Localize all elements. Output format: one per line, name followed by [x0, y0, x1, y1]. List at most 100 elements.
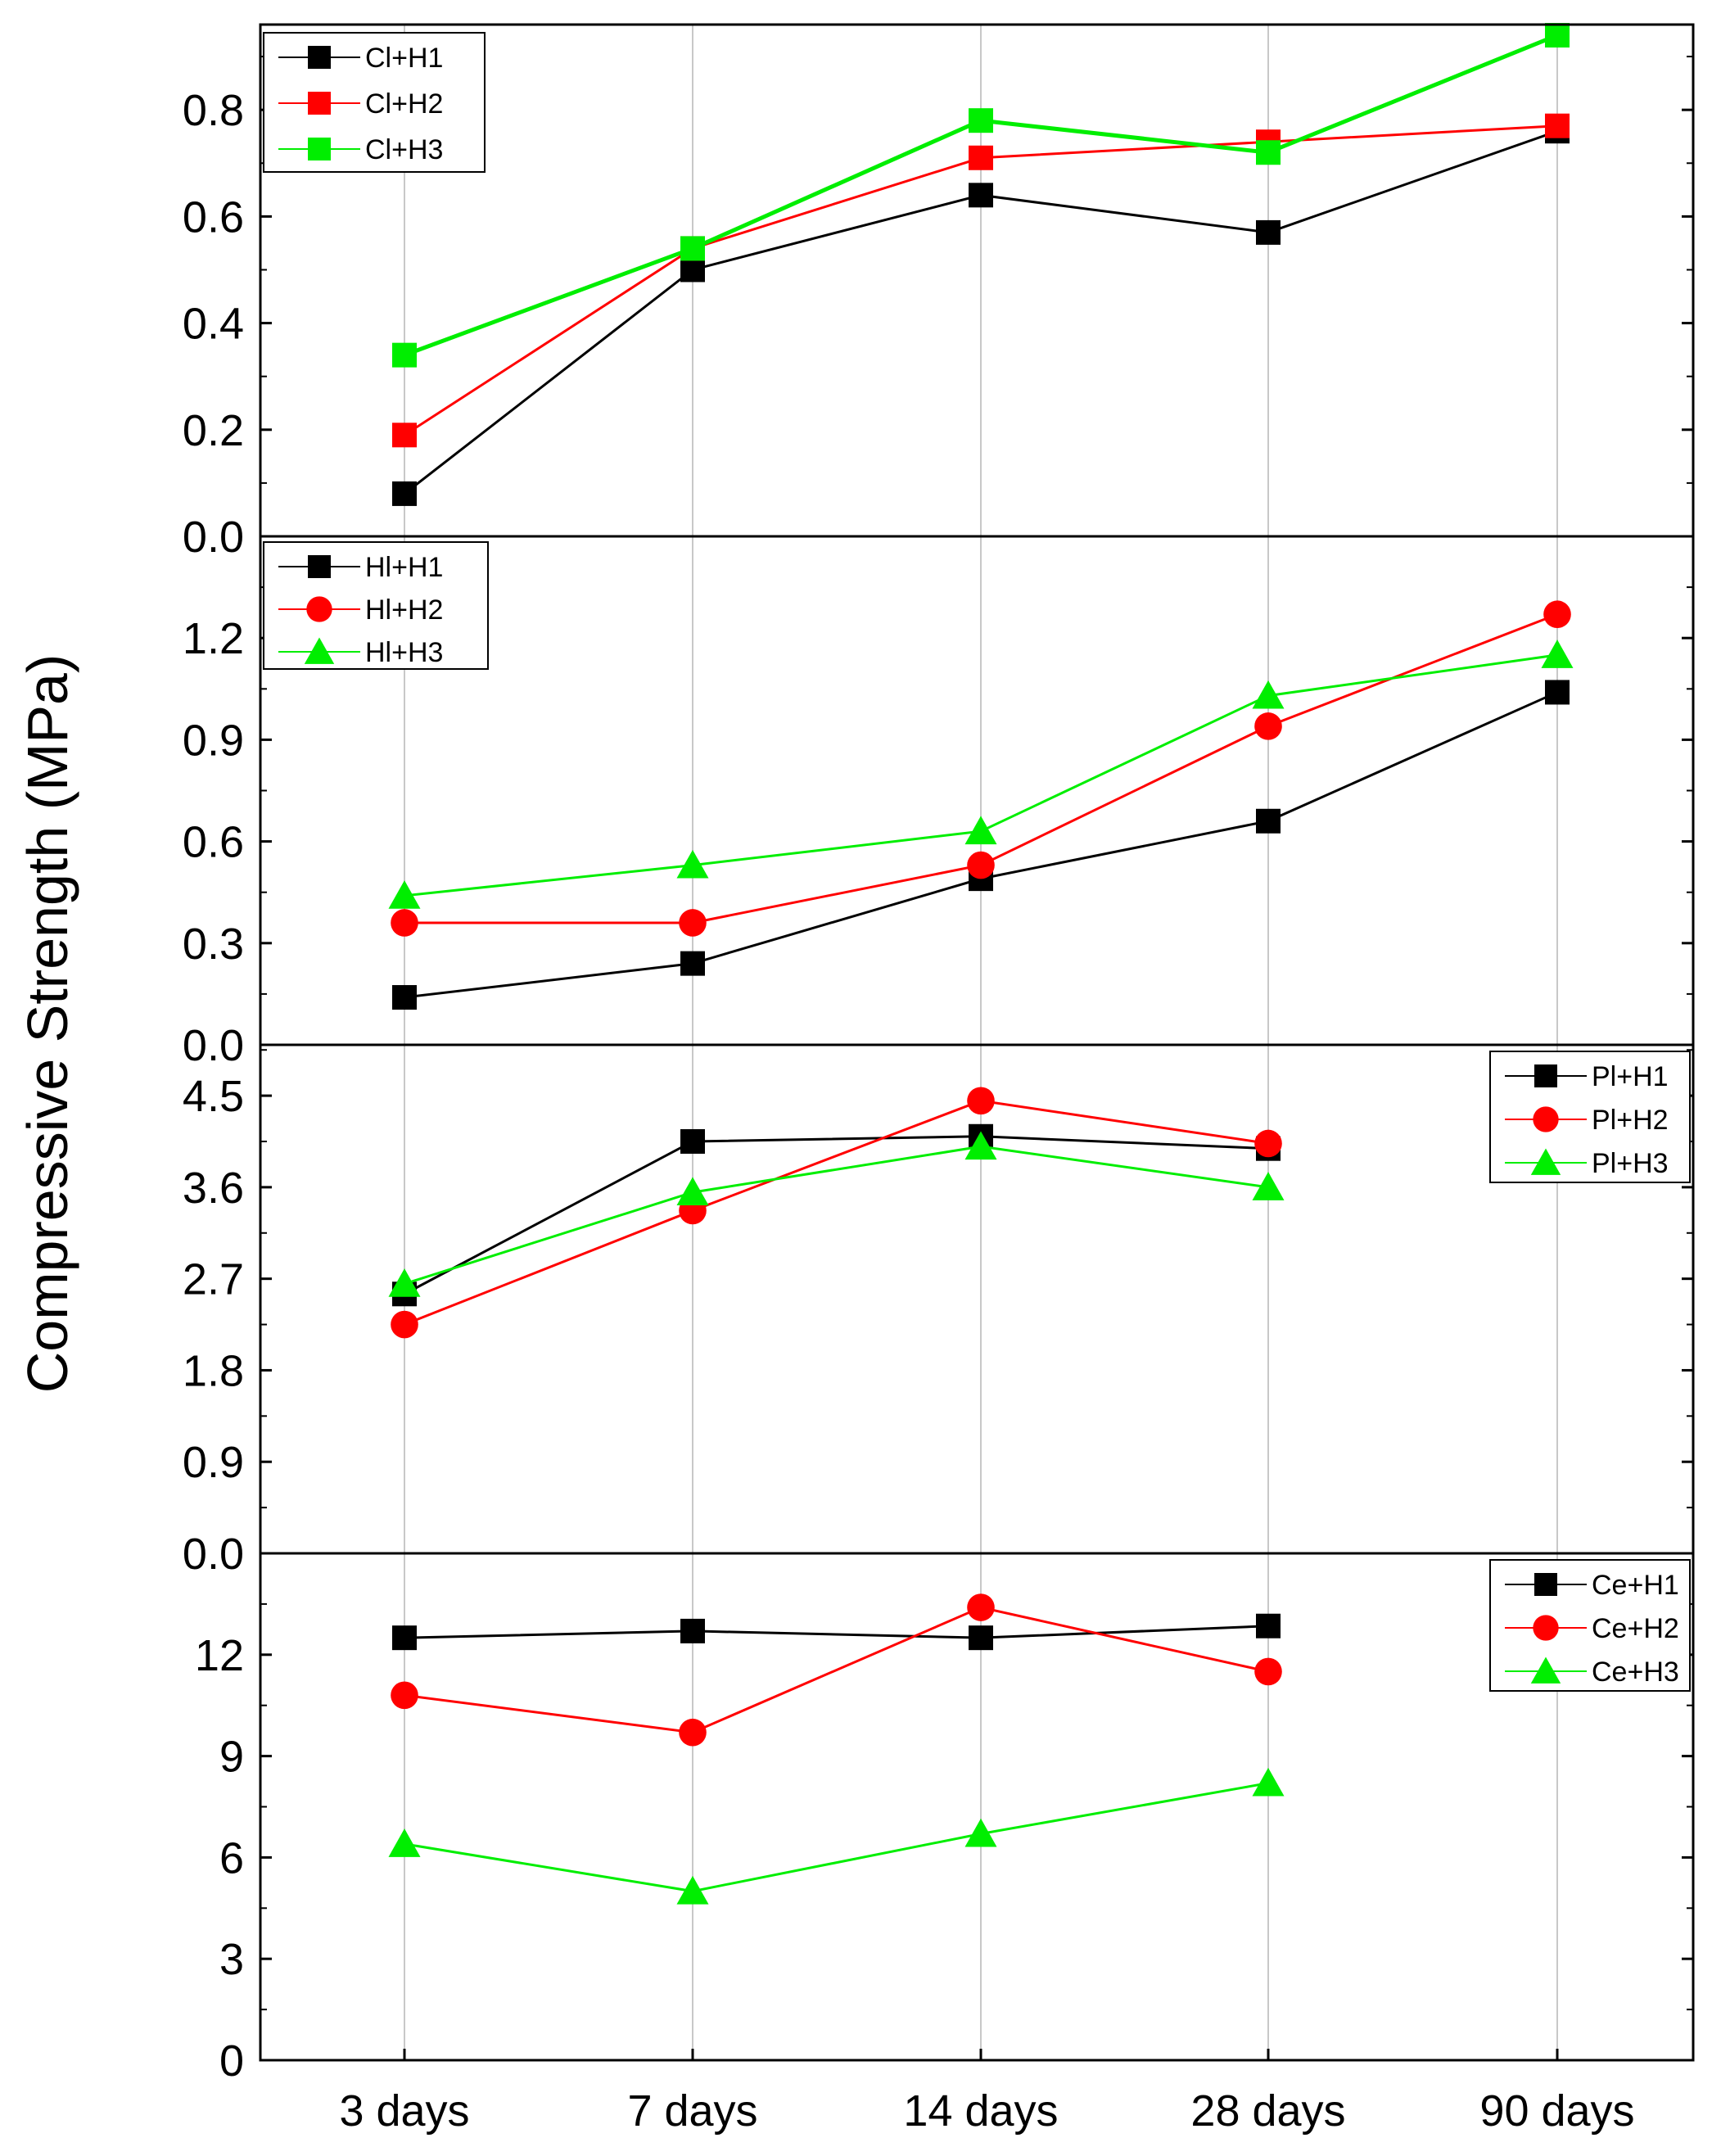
legend: Cl+H1 Cl+H2 Cl+H3	[263, 32, 486, 173]
legend-marker	[308, 138, 331, 160]
y-tick-label: 6	[219, 1833, 244, 1883]
legend-label: Pl+H1	[1592, 1061, 1669, 1092]
data-point	[969, 145, 993, 170]
data-point	[676, 849, 709, 879]
legend-label: Hl+H1	[365, 552, 443, 583]
legend-marker	[1534, 1064, 1557, 1087]
data-point	[679, 909, 707, 937]
x-tick-label: 14 days	[903, 2086, 1058, 2136]
data-point	[964, 1818, 997, 1847]
legend: Hl+H1 Hl+H2 Hl+H3	[263, 541, 489, 670]
data-point	[391, 1310, 418, 1339]
data-point	[680, 257, 705, 282]
series-Ce+H1	[392, 1613, 1281, 1651]
legend: Ce+H1 Ce+H2 Ce+H3	[1489, 1559, 1691, 1692]
data-point	[679, 1718, 707, 1747]
chart-panels: 0.0 0.2 0.4 0.6 0.8 Cl+H1 Cl+H2 Cl+H3 0.00.30.60…	[183, 23, 1695, 2086]
y-tick-label: 0.9	[183, 1438, 244, 1487]
legend-marker	[308, 92, 331, 115]
panel-frame	[259, 1552, 1695, 2062]
legend-label: Pl+H2	[1592, 1105, 1669, 1136]
series-Ce+H2	[391, 1593, 1282, 1747]
legend-box	[263, 541, 489, 670]
y-axis-title: Compressive Strength (MPa)	[16, 654, 79, 1394]
y-tick-label: 0.2	[183, 406, 244, 455]
data-point	[1256, 1613, 1281, 1638]
legend-label: Cl+H2	[365, 88, 443, 120]
legend-marker	[306, 596, 332, 622]
y-tick-label: 0.8	[183, 86, 244, 135]
data-point	[392, 423, 417, 448]
chart-panel-2: 0.0 0.3 0.6 0.9 1.2 Hl+H1 Hl+H2 Hl+H3	[183, 535, 1695, 1070]
legend-marker	[1533, 1615, 1559, 1641]
y-tick-label: 12	[195, 1631, 244, 1680]
y-tick-label: 0.0	[183, 1021, 244, 1070]
data-point	[1252, 1172, 1285, 1200]
legend-marker	[1530, 1657, 1561, 1684]
data-point	[967, 851, 995, 879]
data-point	[1541, 640, 1574, 668]
data-point	[680, 1128, 705, 1154]
legend-marker	[308, 46, 331, 69]
y-tick-label: 0	[219, 2036, 244, 2086]
series-line	[404, 1625, 1269, 1639]
series-line	[404, 1606, 1269, 1734]
chart-panel-4: 0 3 6 9 12 Ce+H1 Ce+H2 Ce+H3	[195, 1552, 1695, 2086]
data-point	[967, 1087, 995, 1115]
legend-marker	[1530, 1148, 1561, 1175]
data-point	[680, 1618, 705, 1643]
series-line	[404, 1135, 1269, 1295]
legend-label: Pl+H3	[1592, 1148, 1669, 1179]
data-point	[392, 985, 417, 1010]
legend-label: Ce+H1	[1592, 1570, 1679, 1601]
y-tick-label: 2.7	[183, 1255, 244, 1304]
data-point	[969, 108, 993, 133]
data-point	[1545, 23, 1570, 48]
data-point	[676, 1177, 709, 1206]
series-Pl+H3	[388, 1131, 1285, 1297]
x-tick-label: 28 days	[1190, 2086, 1345, 2136]
data-point	[680, 951, 705, 976]
series-Pl+H2	[391, 1087, 1282, 1339]
y-tick-label: 3	[219, 1935, 244, 1984]
legend-box	[1489, 1051, 1691, 1183]
data-point	[388, 1268, 421, 1297]
data-point	[392, 481, 417, 506]
data-point	[1256, 140, 1281, 165]
data-point	[1256, 219, 1281, 245]
data-point	[1254, 1129, 1282, 1158]
legend-label: Hl+H3	[365, 637, 443, 668]
series-line	[404, 1782, 1269, 1893]
data-point	[392, 1625, 417, 1651]
y-tick-label: 0.0	[183, 513, 244, 562]
series-Cl+H3	[392, 23, 1570, 368]
data-point	[964, 816, 997, 845]
legend-box	[1489, 1559, 1691, 1692]
data-point	[1254, 712, 1282, 740]
y-tick-label: 3.6	[183, 1164, 244, 1213]
y-tick-label: 0.6	[183, 818, 244, 867]
y-tick-label: 1.8	[183, 1346, 244, 1395]
data-point	[1252, 1767, 1285, 1797]
y-tick-label: 4.5	[183, 1072, 244, 1121]
series-Hl+H2	[391, 600, 1571, 937]
data-point	[969, 183, 993, 208]
data-point	[1252, 680, 1285, 709]
legend-label: Ce+H2	[1592, 1613, 1679, 1644]
chart-panel-1: 0.0 0.2 0.4 0.6 0.8 Cl+H1 Cl+H2 Cl+H3	[183, 23, 1695, 562]
data-point	[1256, 808, 1281, 834]
legend-label: Cl+H1	[365, 43, 443, 74]
legend-label: Cl+H3	[365, 134, 443, 165]
series-Ce+H3	[388, 1767, 1285, 1905]
data-point	[388, 1828, 421, 1857]
series-Hl+H3	[388, 640, 1574, 909]
legend-marker	[1534, 1573, 1557, 1596]
data-point	[391, 909, 418, 937]
data-point	[1543, 600, 1571, 629]
legend-marker	[308, 555, 331, 578]
y-tick-label: 0.6	[183, 192, 244, 242]
y-tick-label: 0.0	[183, 1530, 244, 1579]
y-tick-label: 0.4	[183, 300, 244, 349]
chart-panel-3: 0.0 0.9 1.8 2.7 3.6 4.5 Pl+H1 Pl+H2 Pl+H3	[183, 1043, 1695, 1579]
